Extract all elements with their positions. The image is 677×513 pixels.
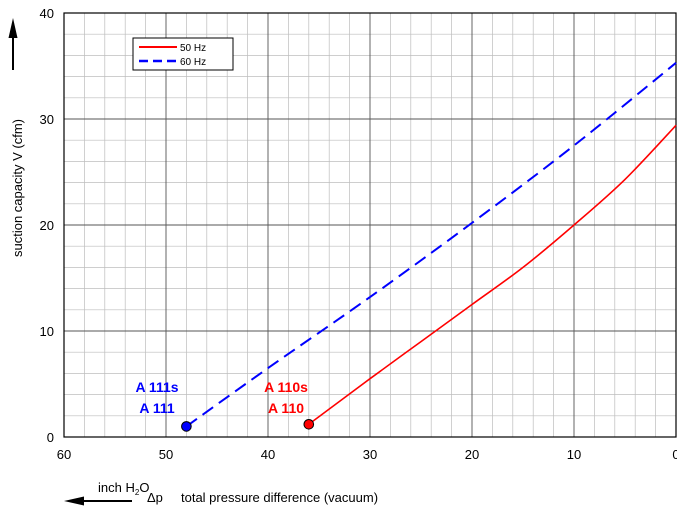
plot-frame [63,12,677,438]
annotation-label: A 110s [264,379,308,395]
y-tick-label: 0 [47,430,54,445]
x-axis-symbol: Δp [147,490,163,505]
x-tick-label: 20 [465,447,479,462]
annotation-label: A 111s [135,379,178,395]
x-tick-label: 0 [672,447,677,462]
legend-box [132,37,234,71]
y-tick-label: 40 [40,6,54,21]
y-axis-arrow-head [8,18,18,38]
y-tick-label: 20 [40,218,54,233]
x-tick-labels: 60 50 40 30 20 10 0 [57,447,677,462]
x-axis-arrow-head [64,496,84,506]
y-tick-label: 30 [40,112,54,127]
x-tick-label: 30 [363,447,377,462]
data-point [181,421,192,432]
annotations: A 111s A 111 A 110s A 110 [135,379,308,416]
legend-label-50hz: 50 Hz [180,43,206,54]
x-tick-label: 10 [567,447,581,462]
y-axis-label: suction capacity V (cfm) [10,119,25,257]
annotation-label: A 111 [139,400,175,416]
x-tick-label: 50 [159,447,173,462]
x-tick-label: 60 [57,447,71,462]
series-lines [185,62,677,428]
legend: 50 Hz 60 Hz [132,37,234,71]
y-tick-label: 10 [40,324,54,339]
x-tick-label: 40 [261,447,275,462]
annotation-label: A 110 [268,400,304,416]
x-axis-label: total pressure difference (vacuum) [181,490,378,505]
y-tick-labels: 0 10 20 30 40 [40,6,54,445]
x-unit-label: inch H2O [98,480,149,497]
legend-label-60hz: 60 Hz [180,57,206,68]
series-line-60-hz [185,62,677,428]
data-point [303,418,315,430]
data-points [181,418,315,432]
series-line-50-hz [308,124,677,425]
